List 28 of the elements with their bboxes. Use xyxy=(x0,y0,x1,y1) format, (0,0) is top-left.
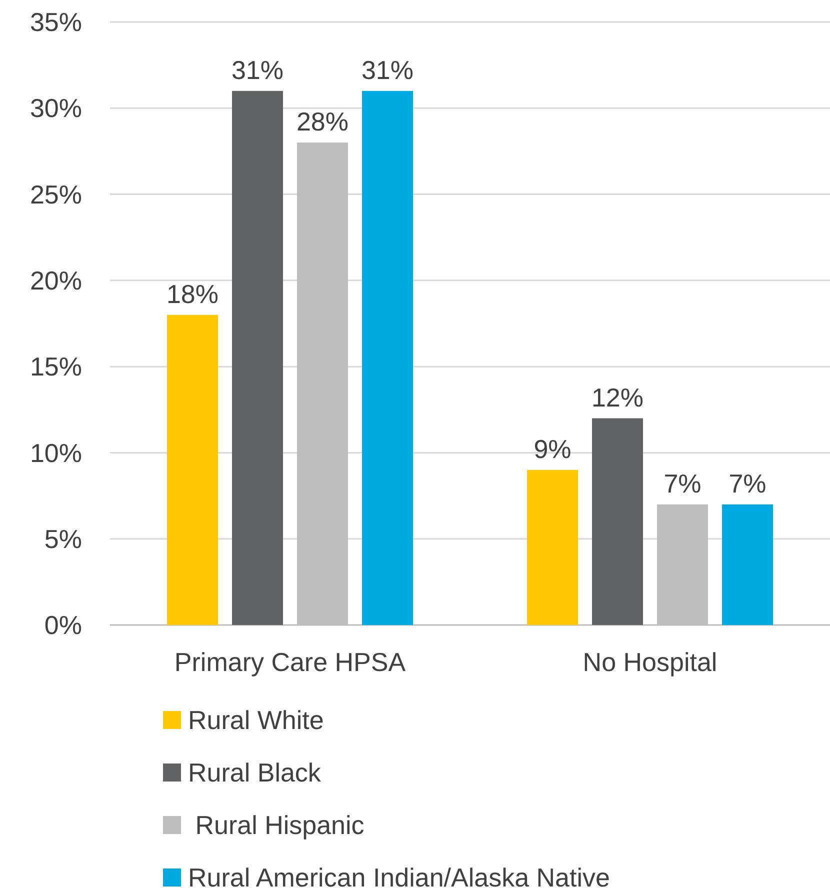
data-label: 31% xyxy=(361,54,414,85)
y-tick-label: 5% xyxy=(44,524,82,554)
legend-label: Rural Black xyxy=(188,758,322,788)
bar xyxy=(722,504,773,625)
y-tick-label: 0% xyxy=(44,610,82,640)
data-label: 7% xyxy=(664,468,702,498)
bar xyxy=(167,314,218,625)
data-label: 12% xyxy=(591,382,644,412)
y-tick-label: 10% xyxy=(30,438,82,468)
bar xyxy=(362,90,413,625)
y-tick-label: 35% xyxy=(30,7,82,38)
data-label: 18% xyxy=(166,278,219,309)
bar xyxy=(527,470,578,625)
data-label: 7% xyxy=(728,468,766,498)
bar xyxy=(592,418,643,625)
legend-label: Rural White xyxy=(188,705,324,736)
data-label: 28% xyxy=(296,106,349,137)
y-tick-label: 20% xyxy=(30,266,82,296)
legend-label: Rural Hispanic xyxy=(188,810,364,840)
bar xyxy=(232,90,283,625)
data-label: 9% xyxy=(534,434,572,464)
y-tick-label: 15% xyxy=(30,352,82,382)
y-tick-label: 25% xyxy=(30,179,82,210)
x-tick-label: No Hospital xyxy=(582,647,718,677)
x-tick-label: Primary Care HPSA xyxy=(174,647,406,677)
data-label: 31% xyxy=(231,54,284,85)
legend-label: Rural American Indian/Alaska Native xyxy=(188,862,610,888)
y-tick-label: 30% xyxy=(30,93,82,124)
